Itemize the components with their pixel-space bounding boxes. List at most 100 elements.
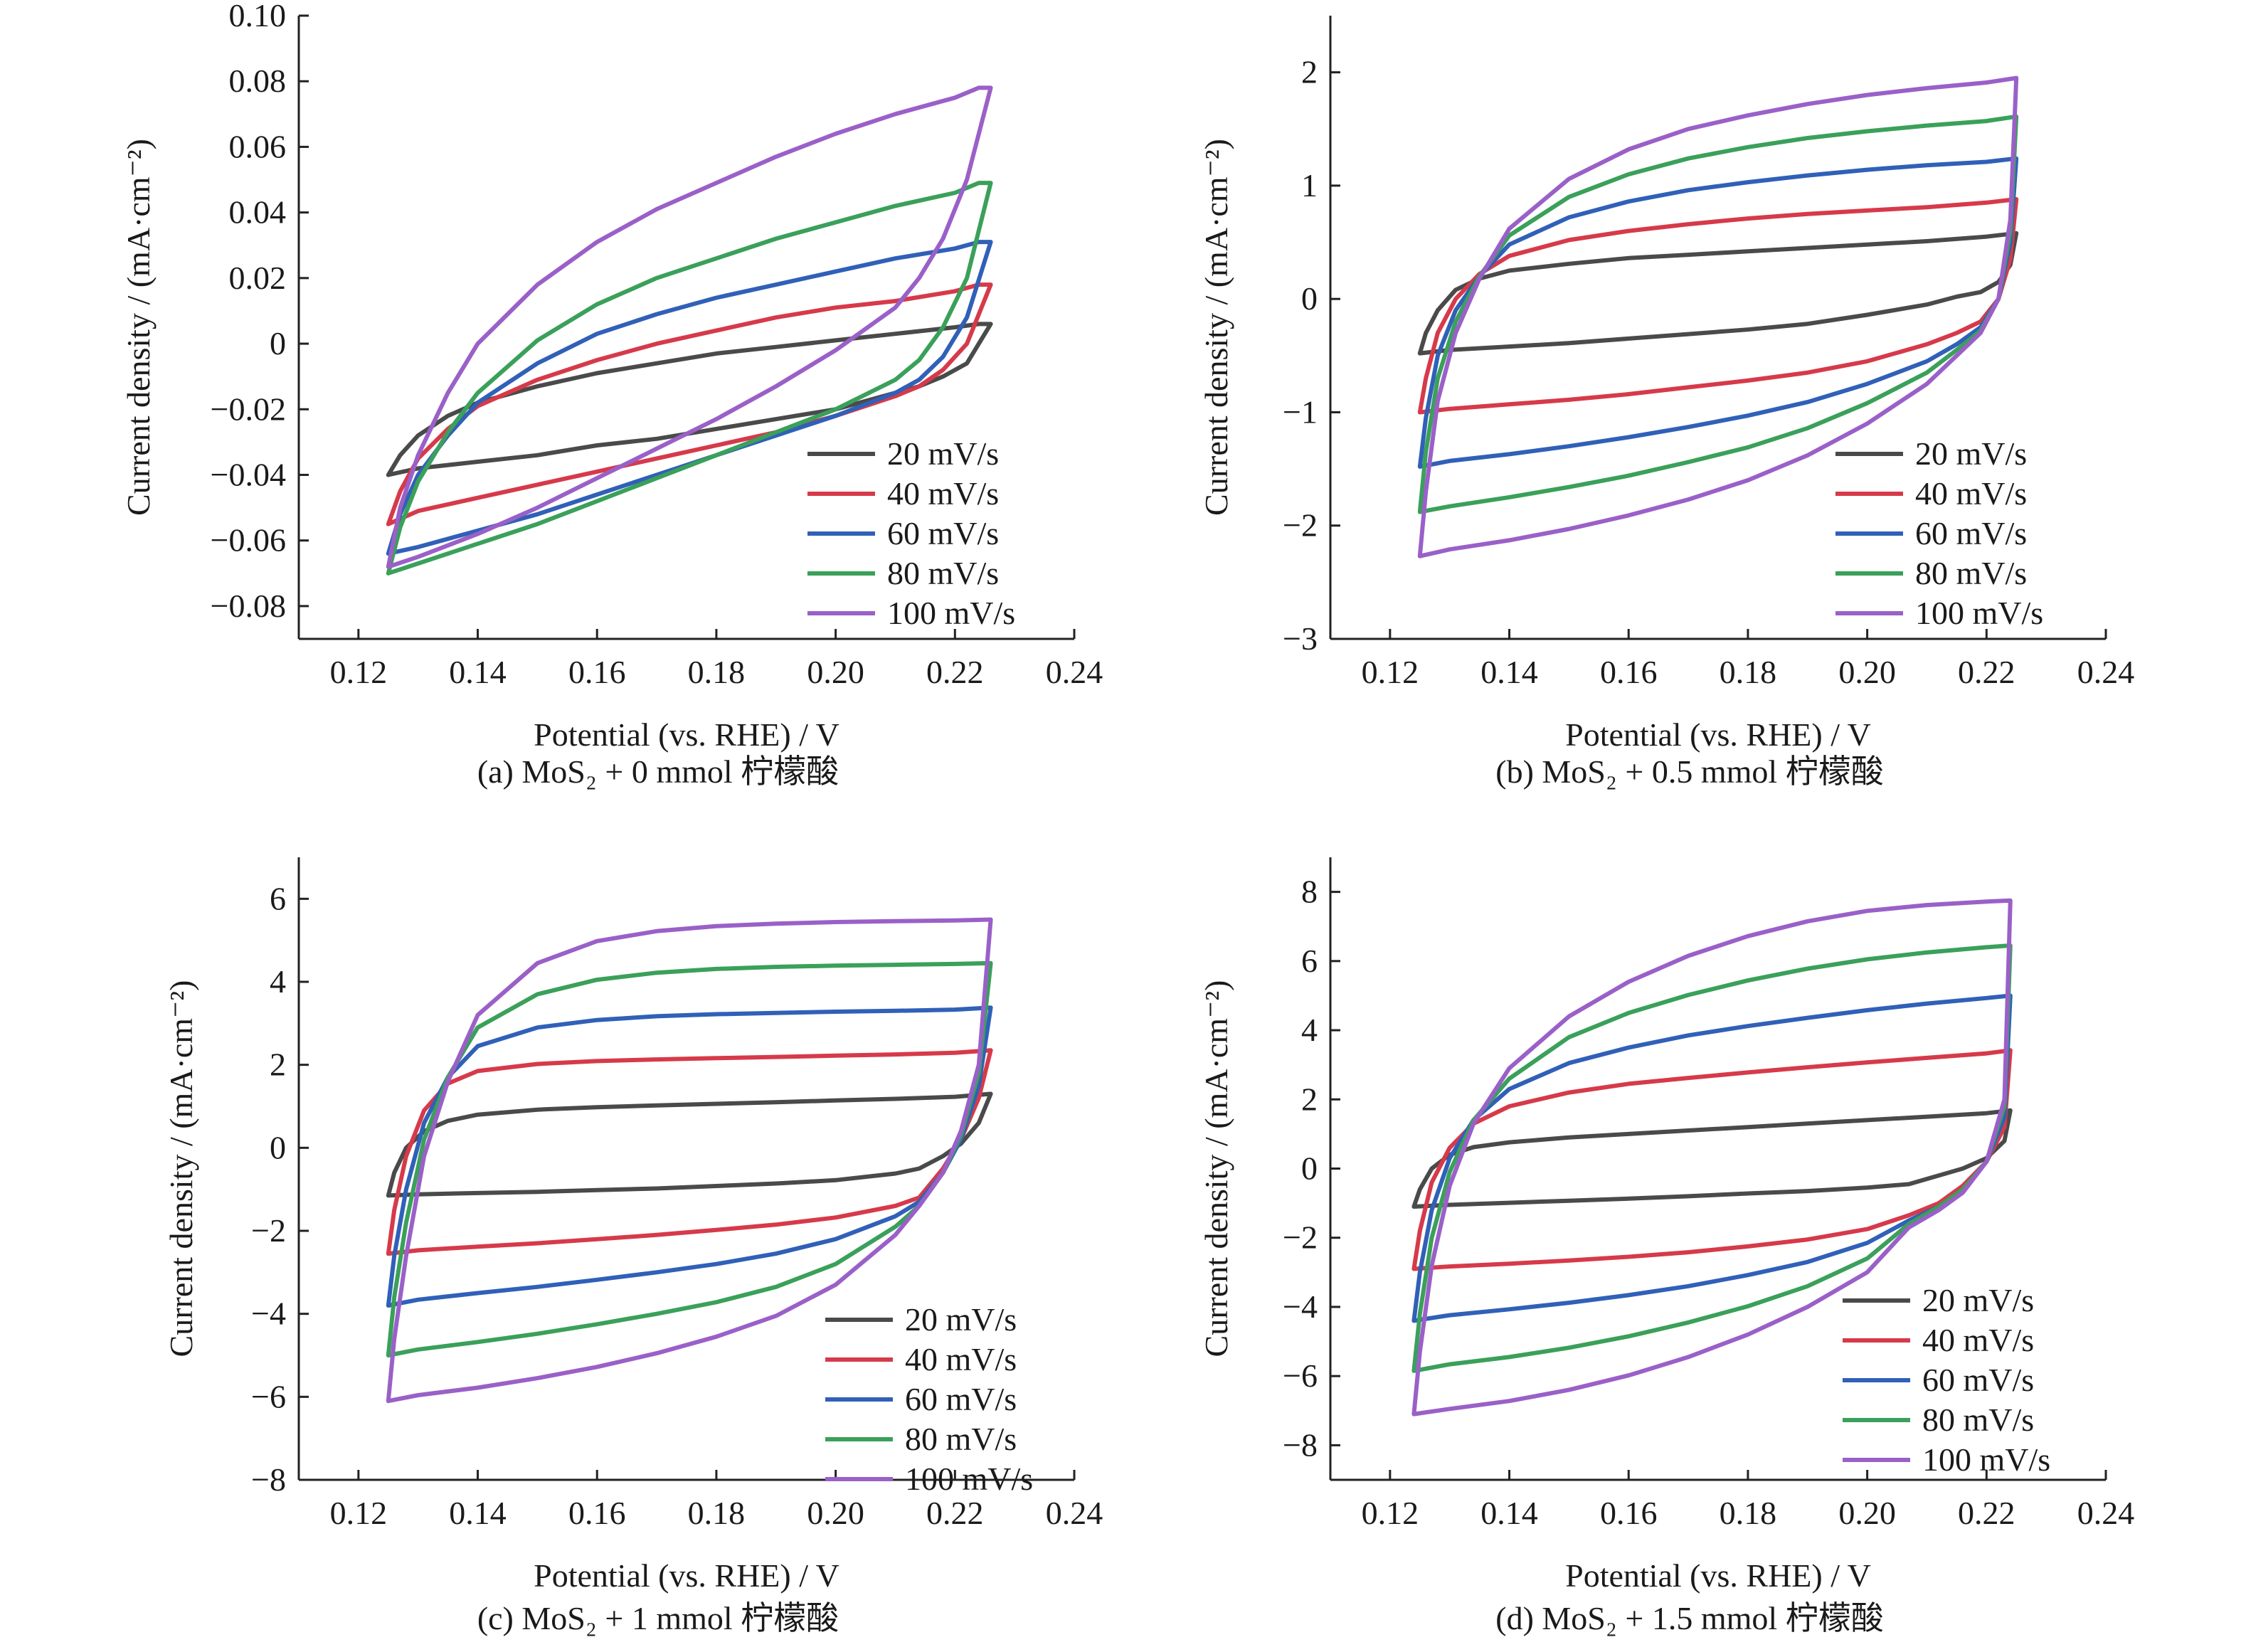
y-tick-label: 1 — [1301, 167, 1318, 203]
series-line-60-mv-s — [1417, 156, 2019, 469]
panel-caption: (a) MoS₂ + 0 mmol 柠檬酸 — [477, 753, 839, 790]
y-tick-label: 4 — [1301, 1012, 1318, 1048]
legend-label: 80 mV/s — [1922, 1402, 2034, 1438]
x-tick-label: 0.12 — [1362, 654, 1419, 690]
legend-label: 20 mV/s — [905, 1301, 1017, 1338]
series-line-80-mv-s — [1411, 943, 2013, 1373]
y-tick-label: −3 — [1283, 620, 1318, 657]
y-tick-label: −2 — [1283, 507, 1318, 544]
series-line-40-mv-s — [1411, 1048, 2013, 1271]
legend-label: 100 mV/s — [1915, 595, 2043, 631]
y-tick-label: −0.02 — [211, 391, 286, 427]
x-tick-label: 0.22 — [926, 1495, 984, 1531]
series-line-20-mv-s — [1417, 231, 2019, 356]
legend-label: 40 mV/s — [905, 1341, 1017, 1377]
series-line-80-mv-s — [386, 181, 993, 576]
x-tick-label: 0.16 — [1600, 1495, 1658, 1531]
y-axis-label: Current density / (mA·cm⁻²) — [1198, 139, 1234, 516]
y-tick-label: −4 — [251, 1296, 286, 1332]
legend-label: 40 mV/s — [887, 475, 999, 512]
legend-label: 40 mV/s — [1915, 475, 2027, 512]
series-line-100-mv-s — [1411, 898, 2013, 1417]
x-axis-label: Potential (vs. RHE) / V — [534, 716, 839, 753]
x-tick-label: 0.18 — [1720, 654, 1777, 690]
y-tick-label: 0.02 — [229, 260, 287, 296]
legend-label: 60 mV/s — [1915, 515, 2027, 551]
panel-caption: (c) MoS₂ + 1 mmol 柠檬酸 — [477, 1600, 839, 1636]
x-tick-label: 0.22 — [1958, 1495, 2015, 1531]
y-axis-label: Current density / (mA·cm⁻²) — [120, 139, 157, 516]
legend-label: 100 mV/s — [905, 1461, 1033, 1497]
legend-label: 60 mV/s — [1922, 1362, 2034, 1398]
x-tick-label: 0.18 — [688, 654, 746, 690]
series-line-100-mv-s — [1417, 75, 2019, 558]
y-tick-label: −0.04 — [211, 456, 286, 492]
y-tick-label: −2 — [251, 1212, 286, 1249]
y-tick-label: 8 — [1301, 874, 1318, 910]
x-tick-label: 0.12 — [1362, 1495, 1419, 1531]
x-axis-label: Potential (vs. RHE) / V — [534, 1557, 839, 1594]
x-tick-label: 0.20 — [1838, 654, 1896, 690]
x-tick-label: 0.20 — [807, 654, 864, 690]
x-tick-label: 0.24 — [1046, 654, 1103, 690]
x-tick-label: 0.14 — [449, 1495, 507, 1531]
panel-c: 0.12 0.14 0.16 0.18 0.20 0.22 0.24 −8 −6 −4 −2 0 2 4 6… — [163, 857, 1103, 1636]
panel-caption: (d) MoS₂ + 1.5 mmol 柠檬酸 — [1495, 1600, 1883, 1636]
x-tick-label: 0.14 — [1480, 654, 1538, 690]
y-tick-label: −1 — [1283, 393, 1318, 430]
y-tick-label: 0 — [1301, 1150, 1318, 1187]
x-tick-label: 0.14 — [449, 654, 507, 690]
series-line-20-mv-s — [386, 1091, 993, 1198]
series-line-100-mv-s — [386, 917, 993, 1404]
legend-label: 40 mV/s — [1922, 1322, 2034, 1358]
y-tick-label: 0.10 — [229, 0, 287, 33]
x-tick-label: 0.24 — [2077, 654, 2135, 690]
legend-label: 20 mV/s — [887, 435, 999, 472]
legend-label: 80 mV/s — [905, 1421, 1017, 1457]
x-axis-label: Potential (vs. RHE) / V — [1565, 716, 1871, 753]
x-tick-label: 0.12 — [330, 1495, 388, 1531]
x-tick-label: 0.22 — [1958, 654, 2015, 690]
series-line-80-mv-s — [386, 960, 993, 1357]
x-tick-label: 0.16 — [568, 1495, 626, 1531]
panel-b: 0.12 0.14 0.16 0.18 0.20 0.22 0.24 −3 −2 −1 0 1 2 Pot… — [1198, 16, 2134, 790]
x-tick-label: 0.18 — [688, 1495, 746, 1531]
y-tick-label: −6 — [251, 1378, 286, 1414]
x-axis-label: Potential (vs. RHE) / V — [1565, 1557, 1871, 1594]
panel-d: 0.12 0.14 0.16 0.18 0.20 0.22 0.24 −8 −6 −4 −2 0 2 4 6… — [1198, 857, 2134, 1636]
series-line-60-mv-s — [386, 240, 993, 556]
legend-label: 100 mV/s — [1922, 1441, 2050, 1478]
y-tick-label: 2 — [270, 1047, 286, 1083]
panel-a: 0.12 0.14 0.16 0.18 0.20 0.22 0.24 −0.08 −0.06 −0… — [120, 0, 1103, 790]
y-tick-label: 0.06 — [229, 128, 287, 164]
x-tick-label: 0.24 — [2077, 1495, 2135, 1531]
series-line-60-mv-s — [386, 1005, 993, 1308]
x-tick-label: 0.20 — [1838, 1495, 1896, 1531]
legend-label: 20 mV/s — [1922, 1282, 2034, 1318]
x-tick-label: 0.14 — [1480, 1495, 1538, 1531]
y-tick-label: 0.08 — [229, 63, 287, 99]
series-line-40-mv-s — [1417, 197, 2019, 415]
x-tick-label: 0.12 — [330, 654, 388, 690]
y-tick-label: 2 — [1301, 1081, 1318, 1117]
y-tick-label: 0 — [1301, 280, 1318, 317]
y-tick-label: −4 — [1283, 1288, 1318, 1325]
legend-label: 100 mV/s — [887, 595, 1015, 631]
y-tick-label: 6 — [1301, 943, 1318, 979]
y-axis-label: Current density / (mA·cm⁻²) — [1198, 980, 1234, 1357]
y-axis-label: Current density / (mA·cm⁻²) — [163, 980, 199, 1357]
x-tick-label: 0.18 — [1720, 1495, 1777, 1531]
y-tick-label: 0 — [270, 325, 286, 361]
y-tick-label: −0.08 — [211, 588, 286, 624]
series-line-60-mv-s — [1411, 993, 2013, 1323]
x-tick-label: 0.16 — [568, 654, 626, 690]
y-tick-label: −6 — [1283, 1357, 1318, 1394]
legend-label: 60 mV/s — [905, 1381, 1017, 1417]
series-line-100-mv-s — [386, 85, 993, 569]
y-tick-label: 4 — [270, 963, 286, 1000]
legend-label: 80 mV/s — [887, 555, 999, 591]
legend: 20 mV/s40 mV/s 60 mV/s 80 mV/s 100 mV/s — [825, 1301, 1033, 1497]
y-tick-label: −0.06 — [211, 522, 286, 558]
